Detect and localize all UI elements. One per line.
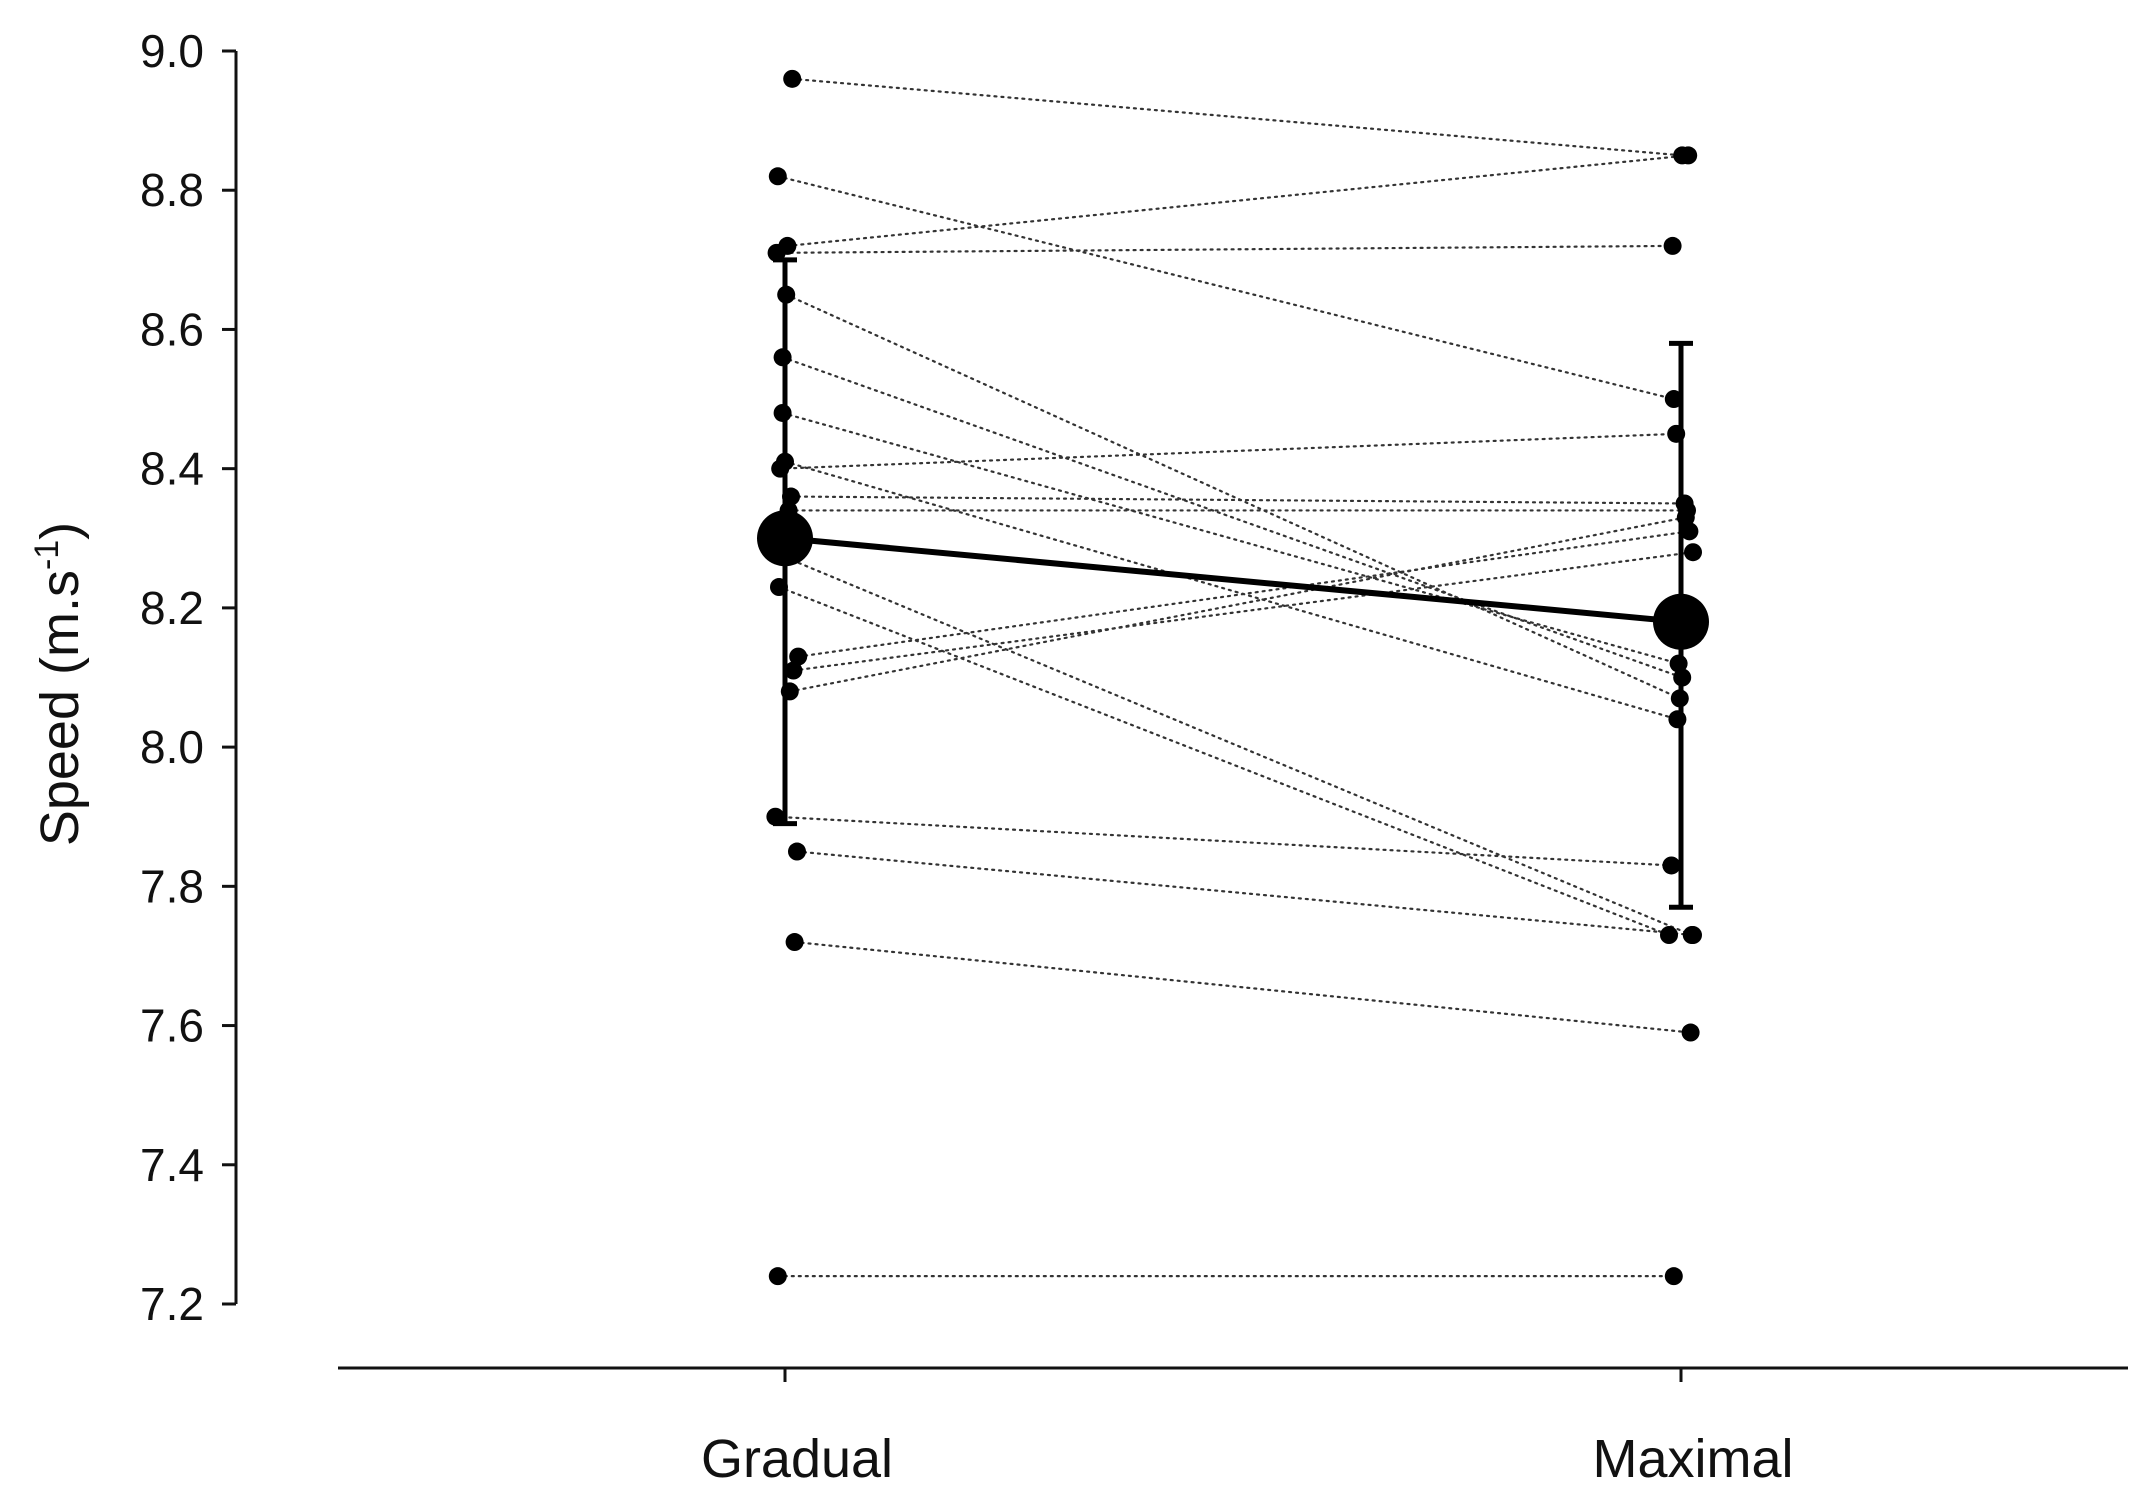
x-category-label: Gradual: [701, 1429, 893, 1489]
y-tick-label: 7.6: [140, 1000, 204, 1052]
pair-line: [785, 293, 1681, 700]
x-category-label: Maximal: [1592, 1429, 1793, 1489]
pair-line: [774, 815, 1673, 867]
y-tick-label: 9.0: [140, 25, 204, 77]
point-maximal: [1679, 146, 1698, 165]
point-gradual: [779, 501, 798, 520]
pair-line: [788, 516, 1687, 693]
mean-line: [784, 535, 1682, 625]
point-maximal: [1670, 689, 1689, 708]
y-tick-label: 7.2: [140, 1278, 204, 1330]
y-tick-label: 8.0: [140, 721, 204, 773]
point-gradual: [784, 661, 803, 680]
point-maximal: [1673, 668, 1692, 687]
pair-line: [786, 154, 1690, 248]
point-maximal: [1660, 926, 1678, 945]
point-maximal: [1668, 710, 1687, 729]
y-axis-title: Speed (m.s-1): [28, 522, 90, 846]
point-maximal: [1676, 508, 1695, 527]
point-gradual: [773, 348, 792, 367]
pair-line: [777, 585, 1671, 937]
point-gradual: [783, 69, 802, 88]
pair-line: [779, 432, 1678, 470]
pair-line: [776, 175, 1675, 401]
point-gradual: [768, 167, 787, 186]
point-gradual: [789, 647, 808, 666]
pair-line: [795, 850, 1695, 937]
y-tick-label: 7.8: [140, 860, 204, 912]
point-maximal: [1684, 543, 1702, 562]
y-tick-label: 8.2: [140, 582, 204, 634]
y-axis-title-close: ): [30, 522, 90, 540]
y-tick-label: 8.4: [140, 443, 204, 495]
pair-line: [771, 551, 1693, 937]
point-maximal: [1667, 424, 1686, 443]
y-tick-label: 7.4: [140, 1139, 204, 1191]
pair-line: [792, 551, 1695, 672]
mean-marker-maximal: [1653, 593, 1709, 650]
point-maximal: [1662, 856, 1681, 875]
point-gradual: [780, 682, 799, 701]
point-gradual: [788, 842, 806, 861]
pair-line: [781, 356, 1684, 679]
pair-line: [783, 460, 1679, 721]
y-tick-label: 8.6: [140, 303, 204, 355]
pair-line: [797, 530, 1691, 658]
pair-line: [793, 940, 1692, 1034]
point-gradual: [771, 459, 790, 478]
pair-line: [781, 411, 1680, 665]
pair-line: [789, 495, 1686, 505]
point-gradual: [768, 1267, 787, 1286]
data-points: [764, 69, 1702, 1286]
point-maximal: [1663, 236, 1682, 255]
pair-line: [791, 77, 1684, 157]
pair-line: [775, 244, 1674, 254]
point-gradual: [766, 807, 785, 826]
point-maximal: [1664, 390, 1683, 409]
mean-layer: [757, 510, 1709, 650]
y-axis-title-superscript: -1: [28, 540, 66, 570]
y-axis-ticks: 7.2 7.4 7.6 7.8 8.0 8.2 8.4 8.6 8.8 9.0: [140, 25, 236, 1330]
point-maximal: [1684, 926, 1702, 945]
point-maximal: [1669, 654, 1688, 673]
y-tick-label: 8.8: [140, 164, 204, 216]
point-gradual: [777, 285, 796, 304]
y-axis-title-main: Speed (m.s: [30, 570, 90, 846]
point-gradual: [782, 487, 800, 506]
point-maximal: [1681, 1023, 1700, 1042]
point-maximal: [1680, 522, 1699, 541]
point-gradual: [773, 403, 792, 422]
point-maximal: [1664, 1267, 1683, 1286]
point-gradual: [764, 543, 782, 562]
error-bars: [773, 257, 1693, 910]
point-gradual: [767, 243, 786, 262]
x-axis-ticks: Gradual Maximal: [701, 1368, 1794, 1489]
point-gradual: [785, 933, 804, 952]
point-gradual: [770, 578, 788, 597]
pair-lines: [771, 77, 1695, 1278]
